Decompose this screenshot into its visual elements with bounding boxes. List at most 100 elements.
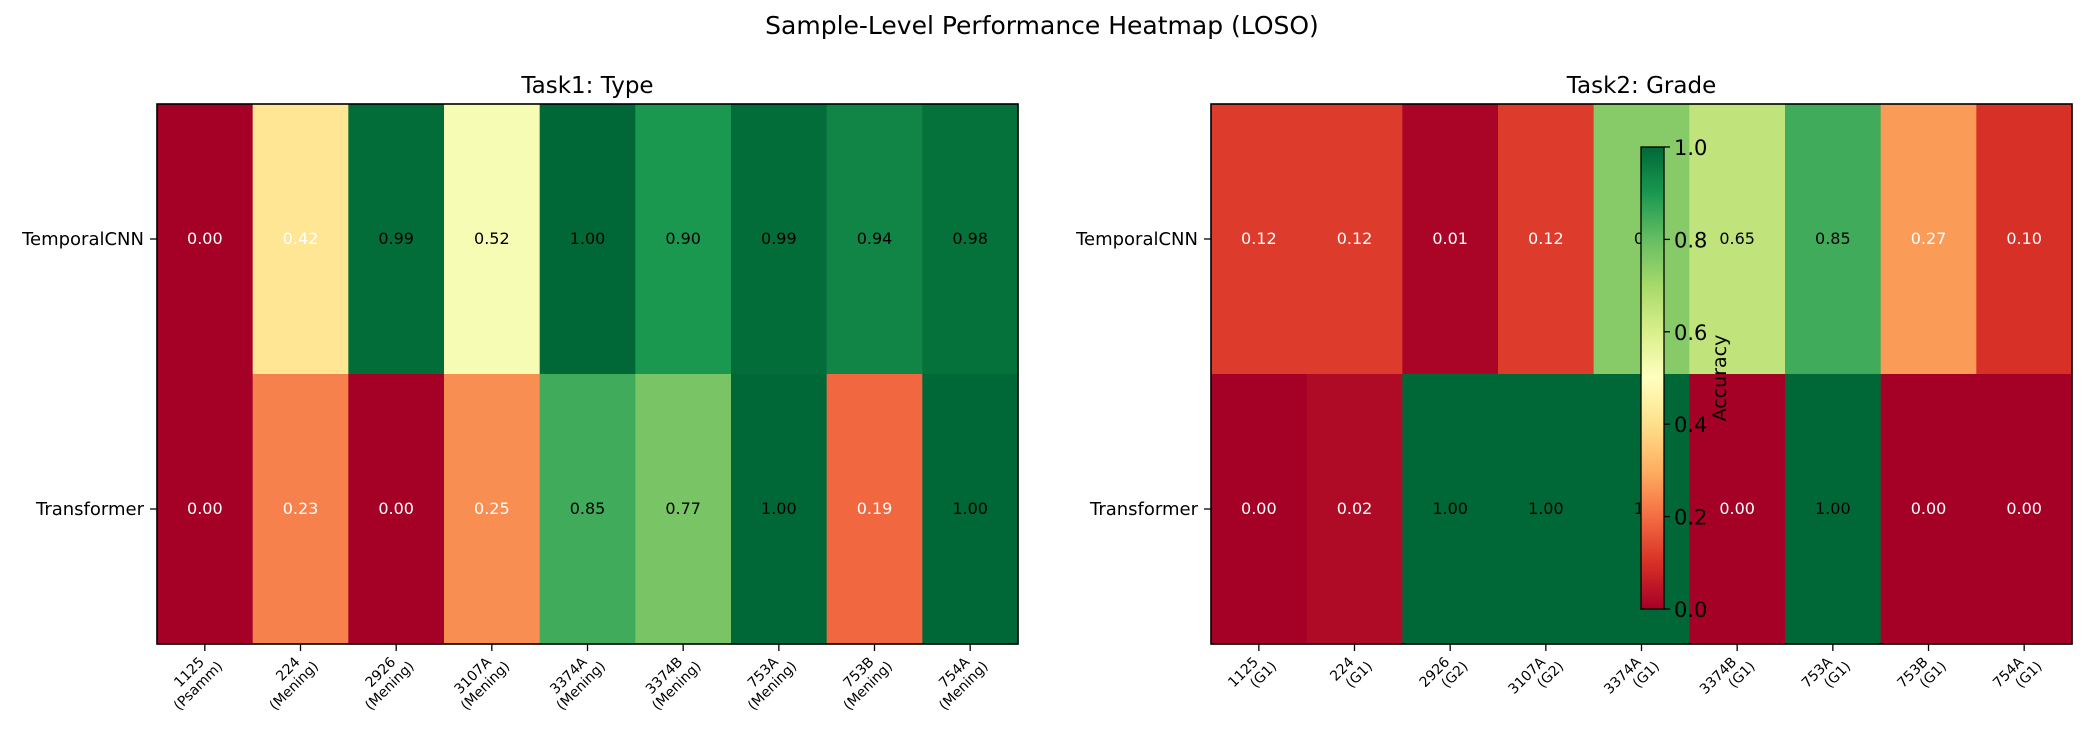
cell-value-label: 0.94 <box>857 229 893 248</box>
heatmap-cell <box>1498 104 1595 375</box>
cell-value-label: 1.00 <box>1815 499 1851 518</box>
heatmap-cell <box>922 104 1019 375</box>
x-tick-label: 754A(G1) <box>1990 647 2045 702</box>
cell-value-label: 0.77 <box>665 499 701 518</box>
heatmap-cell <box>539 104 636 375</box>
x-tick-label: 2926(Mening) <box>351 647 418 714</box>
cell-value-label: 0.00 <box>2006 499 2042 518</box>
heatmap-cell <box>1880 104 1977 375</box>
cell-value-label: 1.00 <box>952 499 988 518</box>
y-tick-label: TemporalCNN <box>21 229 144 250</box>
cell-value-label: 0.27 <box>1911 229 1947 248</box>
heatmap-cell <box>348 104 445 375</box>
cell-value-label: 0.12 <box>1528 229 1564 248</box>
colorbar-tick-label: 0.6 <box>1674 321 1707 345</box>
heatmap-cell <box>1976 374 2073 645</box>
cell-value-label: 0.42 <box>283 229 319 248</box>
cell-value-label: 0.23 <box>283 499 319 518</box>
cell-value-label: 0.00 <box>187 229 223 248</box>
cell-value-label: 0.00 <box>1719 499 1755 518</box>
y-tick-label: Transformer <box>1089 499 1199 520</box>
figure-title: Sample-Level Performance Heatmap (LOSO) <box>765 11 1319 40</box>
heatmap-cell <box>252 104 349 375</box>
cell-value-label: 0.12 <box>1337 229 1373 248</box>
cell-value-label: 0.85 <box>570 499 606 518</box>
cell-value-label: 0.00 <box>1241 499 1277 518</box>
heatmap-cell <box>1976 104 2073 375</box>
cell-value-label: 0.25 <box>474 499 510 518</box>
heatmap-cell <box>252 374 349 645</box>
heatmap-cell <box>731 374 828 645</box>
heatmap-cell <box>1306 374 1403 645</box>
heatmap-cell <box>157 104 254 375</box>
heatmap-cell <box>444 104 541 375</box>
colorbar-tick-label: 1.0 <box>1674 136 1707 160</box>
panel-title: Task2: Grade <box>1566 73 1716 99</box>
cell-value-label: 0.00 <box>1911 499 1947 518</box>
cell-value-label: 1.00 <box>1432 499 1468 518</box>
colorbar-tick-label: 0.2 <box>1674 506 1707 530</box>
heatmap-cell <box>1211 374 1308 645</box>
cell-value-label: 0.52 <box>474 229 510 248</box>
heatmap-cell <box>157 374 254 645</box>
x-tick-label: 3374A(Mening) <box>542 647 609 714</box>
colorbar-gradient <box>1640 146 1665 610</box>
cell-value-label: 1.00 <box>570 229 606 248</box>
heatmap-cell <box>1211 104 1308 375</box>
heatmap-cell <box>731 104 828 375</box>
cell-value-label: 0.65 <box>1719 229 1755 248</box>
cell-value-label: 0.98 <box>952 229 988 248</box>
heatmap-cell <box>635 374 732 645</box>
heatmap-cell <box>1402 374 1499 645</box>
colorbar-tick-label: 0.4 <box>1674 413 1707 437</box>
cell-value-label: 0.99 <box>378 229 414 248</box>
heatmap-cell <box>539 374 636 645</box>
heatmap-cell <box>826 104 923 375</box>
heatmap-cell <box>635 104 732 375</box>
cell-value-label: 1.00 <box>1528 499 1564 518</box>
x-tick-label: 3107A(Mening) <box>447 647 514 714</box>
x-tick-label: 1125(G1) <box>1225 647 1280 702</box>
cell-value-label: 1.00 <box>761 499 797 518</box>
x-tick-label: 3374B(G1) <box>1697 647 1759 709</box>
x-tick-label: 3374A(G1) <box>1601 647 1663 709</box>
cell-value-label: 0.02 <box>1337 499 1373 518</box>
heatmap-cell <box>1402 104 1499 375</box>
cell-value-label: 0.85 <box>1815 229 1851 248</box>
panel-title: Task1: Type <box>520 73 653 99</box>
cell-value-label: 0.99 <box>761 229 797 248</box>
x-tick-label: 753A(G1) <box>1799 647 1854 702</box>
heatmap-cell <box>444 374 541 645</box>
x-tick-label: 753B(G1) <box>1894 647 1949 702</box>
heatmap-cell <box>922 374 1019 645</box>
cell-value-label: 0.10 <box>2006 229 2042 248</box>
x-tick-label: 224(G1) <box>1327 647 1376 696</box>
heatmap-cell <box>826 374 923 645</box>
x-tick-label: 753A(Mening) <box>734 647 801 714</box>
y-tick-label: TemporalCNN <box>1075 229 1198 250</box>
heatmap-cell <box>1689 104 1786 375</box>
x-tick-label: 1125(Psamm) <box>160 647 227 714</box>
x-tick-label: 3107A(G2) <box>1506 647 1568 709</box>
x-tick-label: 2926(G2) <box>1417 647 1472 702</box>
heatmap-cell <box>1785 374 1882 645</box>
heatmap-cell <box>1785 104 1882 375</box>
cell-value-label: 0.00 <box>187 499 223 518</box>
x-tick-label: 224(Mening) <box>255 647 322 714</box>
heatmap-cell <box>1306 104 1403 375</box>
cell-value-label: 0.90 <box>665 229 701 248</box>
heatmap-panel-2: Task2: Grade0.120.120.010.120.0.650.850.… <box>1075 73 2073 709</box>
x-tick-label: 754A(Mening) <box>925 647 992 714</box>
heatmap-cell <box>1498 374 1595 645</box>
colorbar: 0.0 0.2 0.4 0.6 0.8 1.0 Accuracy <box>1640 136 1731 622</box>
cell-value-label: 0.01 <box>1432 229 1468 248</box>
heatmap-cell <box>1880 374 1977 645</box>
heatmap-cell <box>348 374 445 645</box>
y-tick-label: Transformer <box>35 499 145 520</box>
x-tick-label: 753B(Mening) <box>829 647 896 714</box>
colorbar-tick-label: 0.0 <box>1674 598 1707 622</box>
colorbar-tick-label: 0.8 <box>1674 228 1707 252</box>
cell-value-label: 0.12 <box>1241 229 1277 248</box>
heatmap-cell <box>1689 374 1786 645</box>
